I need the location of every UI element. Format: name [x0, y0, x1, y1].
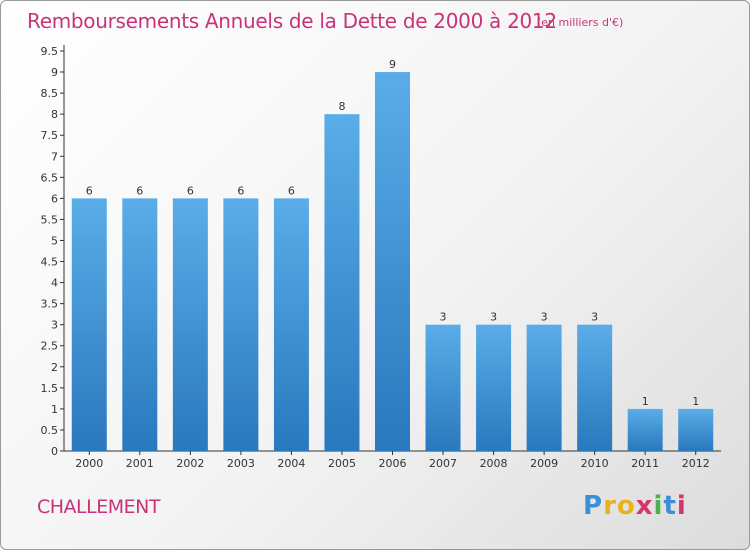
y-tick-label: 2.5: [41, 340, 59, 353]
y-tick-label: 6: [51, 192, 58, 205]
data-label: 6: [187, 184, 194, 197]
bar: [526, 324, 562, 451]
logo-letter: i: [676, 491, 687, 521]
data-label: 6: [237, 184, 244, 197]
bar: [223, 198, 259, 451]
y-tick-label: 2: [51, 361, 58, 374]
x-tick-label: 2009: [530, 457, 558, 470]
x-tick-label: 2000: [75, 457, 103, 470]
bar: [375, 72, 410, 451]
data-label: 6: [86, 184, 93, 197]
y-tick-label: 9.5: [41, 45, 59, 58]
x-tick-label: 2011: [631, 457, 659, 470]
x-tick-label: 2004: [277, 457, 305, 470]
y-tick-label: 3: [51, 319, 58, 332]
y-tick-label: 6.5: [41, 171, 59, 184]
data-label: 3: [440, 311, 447, 324]
x-tick-label: 2010: [581, 457, 609, 470]
y-tick-label: 3.5: [41, 298, 59, 311]
y-tick-label: 1: [51, 403, 58, 416]
y-tick-label: 1.5: [41, 382, 59, 395]
y-tick-label: 5.5: [41, 213, 59, 226]
x-tick-label: 2012: [682, 457, 710, 470]
data-label: 9: [389, 58, 396, 71]
bar: [324, 114, 360, 451]
data-label: 1: [642, 395, 649, 408]
x-tick-label: 2002: [176, 457, 204, 470]
data-label: 1: [692, 395, 699, 408]
data-label: 8: [338, 100, 345, 113]
y-tick-label: 0.5: [41, 424, 59, 437]
chart-unit: (en milliers d'€): [537, 16, 624, 29]
y-tick-label: 7.5: [41, 129, 59, 142]
x-tick-label: 2007: [429, 457, 457, 470]
bar: [172, 198, 208, 451]
y-tick-label: 4.5: [41, 256, 59, 269]
bar: [273, 198, 309, 451]
city-name: CHALLEMENT: [37, 496, 160, 518]
x-tick-label: 2006: [379, 457, 407, 470]
data-label: 3: [591, 311, 598, 324]
y-tick-label: 4: [51, 277, 58, 290]
bar: [678, 408, 714, 451]
bar: [577, 324, 613, 451]
logo-letter: t: [663, 491, 677, 521]
chart-title: Remboursements Annuels de la Dette de 20…: [27, 9, 557, 33]
x-tick-label: 2003: [227, 457, 255, 470]
y-tick-label: 8.5: [41, 87, 59, 100]
x-tick-label: 2001: [126, 457, 154, 470]
logo-letter: i: [653, 491, 664, 521]
data-label: 6: [288, 184, 295, 197]
data-label: 6: [136, 184, 143, 197]
bar: [425, 324, 461, 451]
data-label: 3: [541, 311, 548, 324]
logo-letter: x: [635, 491, 654, 521]
bar: [71, 198, 107, 451]
x-tick-label: 2008: [480, 457, 508, 470]
logo-letter: r: [603, 491, 617, 521]
y-tick-label: 7: [51, 150, 58, 163]
y-tick-label: 9: [51, 66, 58, 79]
bar: [476, 324, 512, 451]
data-label: 3: [490, 311, 497, 324]
logo-letter: o: [616, 491, 636, 521]
x-tick-label: 2005: [328, 457, 356, 470]
y-tick-label: 8: [51, 108, 58, 121]
proxiti-logo[interactable]: Proxiti: [583, 491, 687, 521]
logo-letter: P: [583, 491, 604, 521]
bar: [122, 198, 158, 451]
y-tick-label: 0: [51, 445, 58, 458]
bar: [627, 408, 663, 451]
y-tick-label: 5: [51, 234, 58, 247]
